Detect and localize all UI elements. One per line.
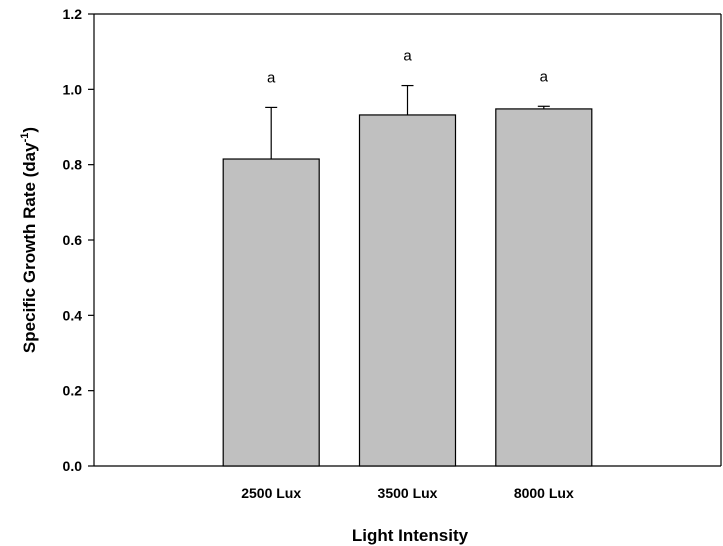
bars: a a a [222, 48, 593, 467]
x-tick-label: 8000 Lux [514, 485, 574, 501]
x-axis-title: Light Intensity [352, 526, 469, 545]
y-axis-title: Specific Growth Rate (day-1) [19, 127, 39, 353]
y-axis-title-superscript: -1 [19, 133, 31, 143]
y-tick-label: 0.6 [63, 232, 83, 248]
x-tick-label: 3500 Lux [378, 485, 438, 501]
significance-label: a [540, 68, 549, 85]
significance-label: a [403, 48, 412, 65]
y-tick-label: 1.2 [63, 6, 83, 22]
significance-label: a [267, 69, 276, 86]
y-tick-label: 0.2 [63, 383, 83, 399]
bar [222, 158, 320, 467]
y-tick-label: 0.4 [63, 307, 83, 323]
y-tick-label: 0.8 [63, 157, 83, 173]
y-tick-label: 1.0 [63, 81, 83, 97]
x-tick-label: 2500 Lux [241, 485, 301, 501]
bar [358, 114, 457, 467]
y-axis-title-main: Specific Growth Rate (day [20, 142, 39, 353]
y-axis-ticks: 0.0 0.2 0.4 0.6 0.8 1.0 1.2 [63, 6, 94, 474]
y-tick-label: 0.0 [63, 458, 83, 474]
y-axis-title-suffix: ) [20, 127, 39, 133]
x-axis-ticks: 2500 Lux 3500 Lux 8000 Lux [241, 485, 574, 501]
bar [495, 108, 593, 467]
